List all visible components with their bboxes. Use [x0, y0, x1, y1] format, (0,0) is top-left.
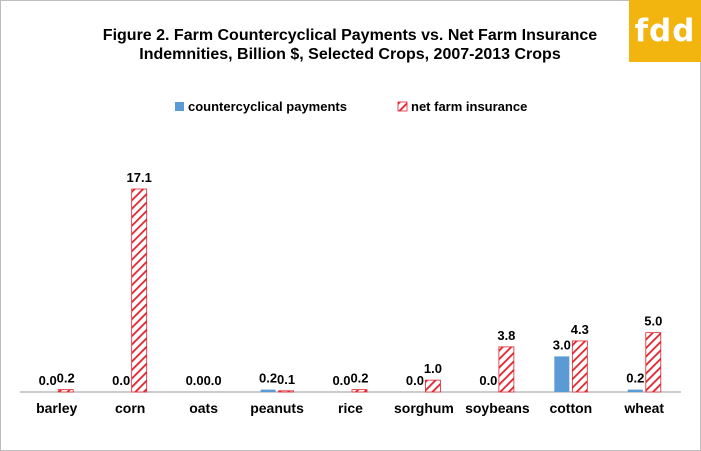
legend-swatch-countercyclical — [175, 102, 184, 111]
legend-swatch-insurance — [397, 101, 408, 112]
data-label-countercyclical-peanuts: 0.2 — [259, 371, 277, 386]
data-label-countercyclical-corn: 0.0 — [112, 373, 130, 388]
bar-insurance-barley — [57, 389, 74, 393]
x-tick-label-sorghum: sorghum — [394, 400, 454, 416]
legend: countercyclical payments net farm insura… — [175, 99, 527, 114]
data-label-insurance-rice: 0.2 — [350, 371, 368, 386]
x-tick-label-wheat: wheat — [623, 400, 664, 416]
legend-label-insurance: net farm insurance — [411, 99, 527, 114]
bar-insurance-wheat — [645, 332, 662, 393]
data-label-insurance-barley: 0.2 — [57, 371, 75, 386]
chart-title: Figure 2. Farm Countercyclical Payments … — [60, 26, 640, 64]
bar-insurance-corn — [131, 188, 148, 393]
x-tick-label-oats: oats — [189, 400, 218, 416]
x-tick-label-barley: barley — [36, 400, 77, 416]
data-label-insurance-cotton: 4.3 — [571, 322, 589, 337]
data-label-countercyclical-barley: 0.0 — [39, 373, 57, 388]
data-label-insurance-soybeans: 3.8 — [497, 328, 515, 343]
data-label-countercyclical-sorghum: 0.0 — [406, 373, 424, 388]
data-label-countercyclical-wheat: 0.2 — [626, 371, 644, 386]
bar-insurance-rice — [351, 389, 368, 393]
chart-title-line-1: Figure 2. Farm Countercyclical Payments … — [102, 27, 598, 44]
data-label-countercyclical-cotton: 3.0 — [553, 337, 571, 352]
data-label-countercyclical-soybeans: 0.0 — [479, 373, 497, 388]
data-label-countercyclical-oats: 0.0 — [186, 373, 204, 388]
legend-label-countercyclical: countercyclical payments — [188, 99, 347, 114]
bar-insurance-peanuts — [278, 390, 294, 393]
x-tick-label-soybeans: soybeans — [465, 400, 530, 416]
data-label-insurance-wheat: 5.0 — [644, 314, 662, 329]
data-label-countercyclical-rice: 0.0 — [332, 373, 350, 388]
bar-countercyclical-peanuts — [260, 389, 276, 392]
bar-insurance-sorghum — [425, 379, 441, 393]
data-label-insurance-sorghum: 1.0 — [424, 361, 442, 376]
fdd-logo: fdd — [629, 0, 701, 62]
x-tick-label-peanuts: peanuts — [250, 400, 304, 416]
x-tick-label-corn: corn — [115, 400, 145, 416]
data-label-insurance-oats: 0.0 — [204, 373, 222, 388]
chart-title-line-2: Indemnities, Billion $, Selected Crops, … — [139, 46, 561, 63]
x-tick-label-cotton: cotton — [549, 400, 592, 416]
bar-insurance-cotton — [571, 340, 588, 393]
data-label-insurance-peanuts: 0.1 — [277, 372, 295, 387]
x-tick-label-rice: rice — [338, 400, 363, 416]
data-label-insurance-corn: 17.1 — [127, 170, 152, 185]
bar-countercyclical-cotton — [554, 356, 570, 392]
bar-insurance-soybeans — [498, 346, 515, 393]
bar-countercyclical-wheat — [627, 389, 643, 392]
